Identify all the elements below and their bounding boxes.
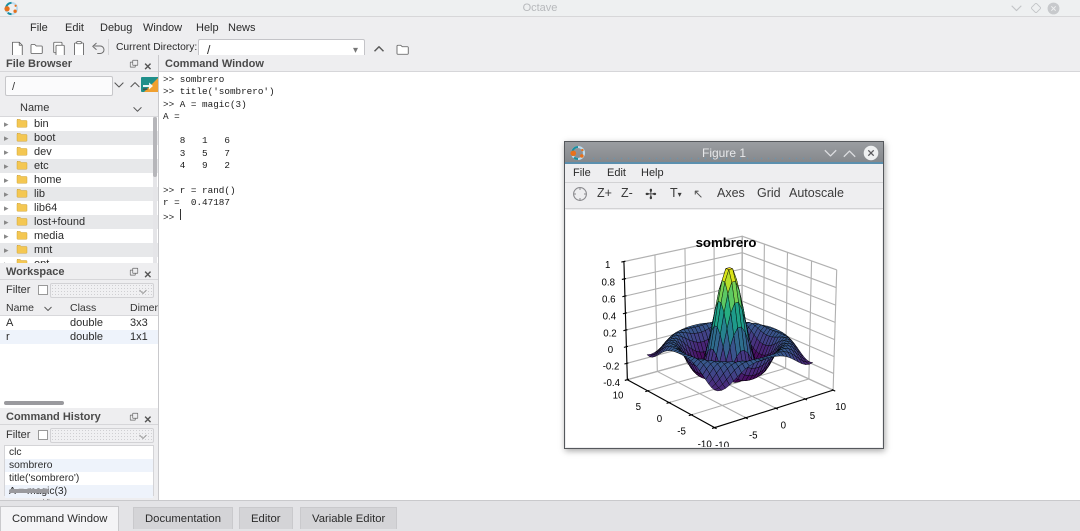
svg-text:0: 0 [781,421,787,432]
svg-text:-10: -10 [698,439,713,447]
svg-text:-0.4: -0.4 [603,378,620,389]
svg-text:5: 5 [810,411,815,422]
svg-text:0.6: 0.6 [602,294,616,305]
svg-text:0: 0 [608,345,614,356]
svg-text:-0.2: -0.2 [603,362,620,373]
svg-text:10: 10 [835,402,846,413]
svg-text:-5: -5 [749,430,758,441]
svg-text:0: 0 [657,414,663,425]
svg-text:5: 5 [636,402,641,413]
svg-text:0.8: 0.8 [601,277,615,288]
svg-text:-5: -5 [677,426,686,437]
svg-text:0.2: 0.2 [603,328,617,339]
svg-text:0.4: 0.4 [603,311,617,322]
svg-text:-10: -10 [715,440,730,447]
svg-text:sombrero: sombrero [696,235,757,250]
svg-text:10: 10 [613,390,624,401]
svg-text:1: 1 [605,260,610,271]
